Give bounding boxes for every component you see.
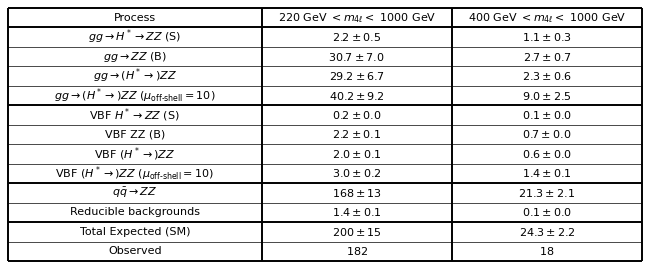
Text: $24.3 \pm 2.2$: $24.3 \pm 2.2$: [519, 226, 575, 238]
Text: VBF $(H^* \rightarrow)ZZ\ (\mu_{\mathrm{off\text{-}shell}} = 10)$: VBF $(H^* \rightarrow)ZZ\ (\mu_{\mathrm{…: [55, 164, 214, 183]
Text: VBF $(H^* \rightarrow)ZZ$: VBF $(H^* \rightarrow)ZZ$: [94, 145, 176, 163]
Text: $9.0 \pm 2.5$: $9.0 \pm 2.5$: [522, 90, 572, 102]
Text: $18$: $18$: [540, 245, 554, 257]
Text: $0.7 \pm 0.0$: $0.7 \pm 0.0$: [522, 129, 571, 140]
Text: VBF ZZ (B): VBF ZZ (B): [105, 129, 165, 140]
Text: $1.1 \pm 0.3$: $1.1 \pm 0.3$: [522, 31, 572, 43]
Text: 400 GeV $< m_{4\ell} <$ 1000 GeV: 400 GeV $< m_{4\ell} <$ 1000 GeV: [468, 11, 626, 25]
Text: VBF $H^* \rightarrow ZZ$ (S): VBF $H^* \rightarrow ZZ$ (S): [90, 106, 180, 124]
Text: $200 \pm 15$: $200 \pm 15$: [332, 226, 382, 238]
Text: $0.6 \pm 0.0$: $0.6 \pm 0.0$: [522, 148, 572, 160]
Text: $gg \rightarrow H^* \rightarrow ZZ$ (S): $gg \rightarrow H^* \rightarrow ZZ$ (S): [88, 28, 181, 47]
Text: $40.2 \pm 9.2$: $40.2 \pm 9.2$: [329, 90, 385, 102]
Text: $2.2 \pm 0.1$: $2.2 \pm 0.1$: [332, 129, 382, 140]
Text: Total Expected (SM): Total Expected (SM): [79, 227, 190, 237]
Text: $3.0 \pm 0.2$: $3.0 \pm 0.2$: [332, 167, 382, 179]
Text: $q\bar{q} \rightarrow ZZ$: $q\bar{q} \rightarrow ZZ$: [112, 186, 157, 200]
Text: $0.1 \pm 0.0$: $0.1 \pm 0.0$: [522, 206, 572, 218]
Text: $2.3 \pm 0.6$: $2.3 \pm 0.6$: [522, 70, 572, 82]
Text: $gg \rightarrow (H^* \rightarrow)ZZ\ (\mu_{\mathrm{off\text{-}shell}} = 10)$: $gg \rightarrow (H^* \rightarrow)ZZ\ (\m…: [54, 86, 216, 105]
Text: Observed: Observed: [108, 246, 162, 256]
Text: $1.4 \pm 0.1$: $1.4 \pm 0.1$: [332, 206, 382, 218]
Text: 220 GeV $< m_{4\ell} <$ 1000 GeV: 220 GeV $< m_{4\ell} <$ 1000 GeV: [278, 11, 436, 25]
Text: $2.2 \pm 0.5$: $2.2 \pm 0.5$: [332, 31, 382, 43]
Text: Reducible backgrounds: Reducible backgrounds: [70, 207, 200, 217]
Text: $1.4 \pm 0.1$: $1.4 \pm 0.1$: [522, 167, 572, 179]
Text: $2.7 \pm 0.7$: $2.7 \pm 0.7$: [523, 51, 571, 63]
Text: $2.0 \pm 0.1$: $2.0 \pm 0.1$: [332, 148, 382, 160]
Text: $gg \rightarrow (H^* \rightarrow)ZZ$: $gg \rightarrow (H^* \rightarrow)ZZ$: [93, 67, 177, 86]
Text: $0.1 \pm 0.0$: $0.1 \pm 0.0$: [522, 109, 572, 121]
Text: $30.7 \pm 7.0$: $30.7 \pm 7.0$: [328, 51, 385, 63]
Text: $0.2 \pm 0.0$: $0.2 \pm 0.0$: [332, 109, 382, 121]
Text: $gg \rightarrow ZZ$ (B): $gg \rightarrow ZZ$ (B): [103, 50, 167, 64]
Text: $29.2 \pm 6.7$: $29.2 \pm 6.7$: [329, 70, 384, 82]
Text: Process: Process: [114, 13, 156, 23]
Text: $182$: $182$: [346, 245, 368, 257]
Text: $168 \pm 13$: $168 \pm 13$: [332, 187, 382, 199]
Text: $21.3 \pm 2.1$: $21.3 \pm 2.1$: [519, 187, 575, 199]
